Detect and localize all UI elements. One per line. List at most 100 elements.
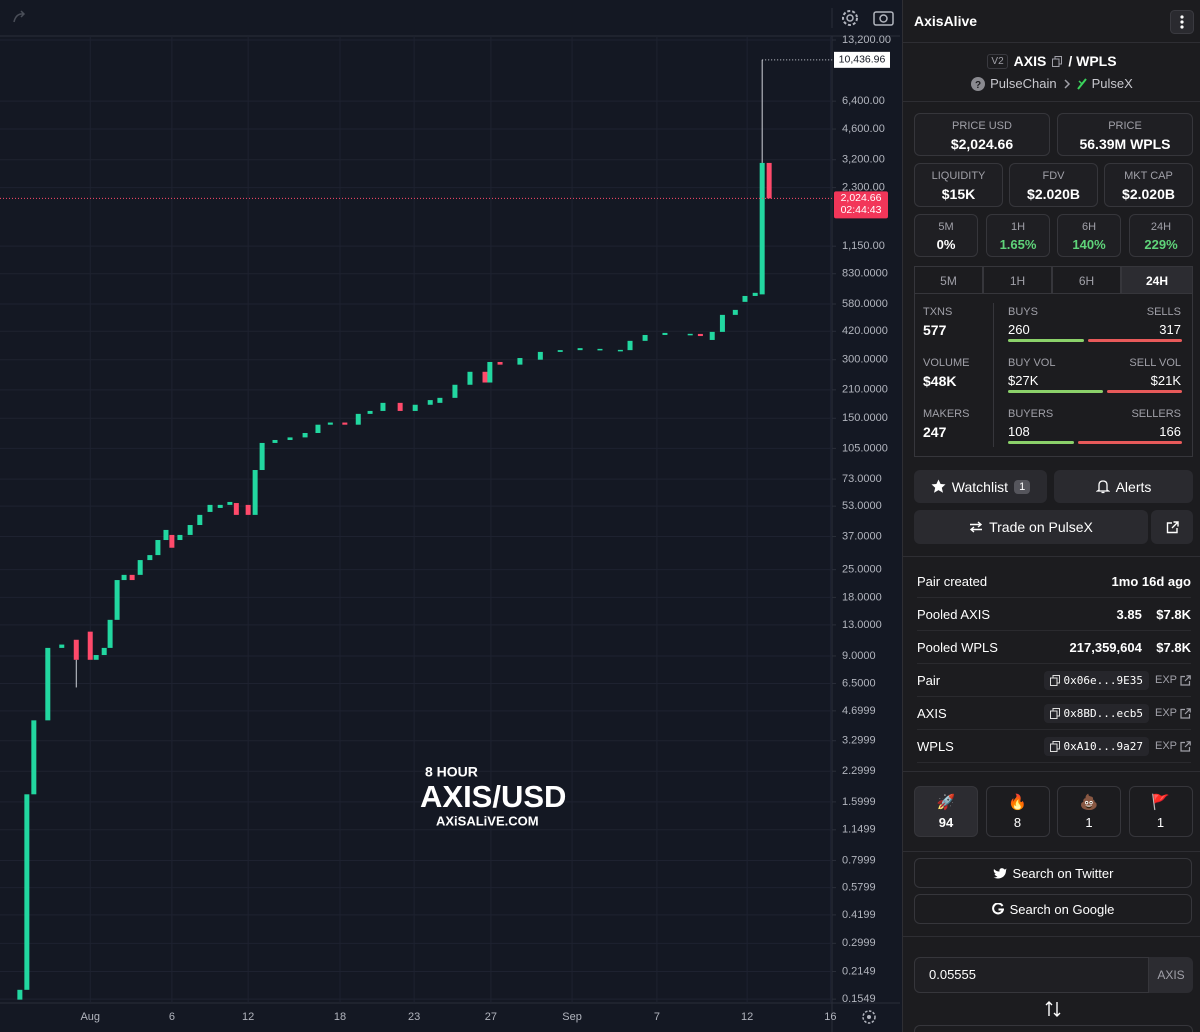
x-tick-label: 6 [169, 1011, 175, 1023]
activity-left-label: BUYERS [1008, 408, 1054, 420]
candle-body [752, 292, 758, 296]
info-label: Pair created [917, 573, 988, 589]
activity-value: 247 [923, 424, 947, 440]
swap-icon [970, 521, 983, 533]
settings-icon[interactable] [842, 10, 858, 26]
address-text: 0xA10...9a27 [1063, 739, 1143, 753]
stat-value: $2.020B [1122, 186, 1175, 202]
alerts-button[interactable]: Alerts [1054, 470, 1193, 503]
activity-left-label: BUYS [1008, 306, 1038, 318]
stat-card: LIQUIDITY $15K [914, 163, 1003, 207]
address-actions: 0xA10...9a27 EXP [1043, 736, 1192, 756]
external-link-button[interactable] [1151, 510, 1193, 544]
reaction-count: 94 [938, 815, 954, 830]
reaction-button[interactable]: 🚩 1 [1128, 786, 1193, 837]
sell-bar [1077, 441, 1182, 444]
trade-button[interactable]: Trade on PulseX [914, 510, 1148, 544]
explorer-link[interactable]: EXP [1154, 707, 1177, 719]
change-card: 5M 0% [914, 214, 978, 257]
copy-icon [1049, 740, 1060, 752]
reaction-button[interactable]: 🚀 94 [914, 786, 978, 837]
timeframe-tab[interactable]: 24H [1121, 266, 1193, 294]
x-tick-label: 7 [654, 1011, 660, 1023]
address-actions: 0x8BD...ecb5 EXP [1043, 703, 1192, 723]
y-tick-label: 2,300.00 [842, 182, 885, 194]
stat-label: MKT CAP [1124, 170, 1173, 182]
address-actions: 0x06e...9E35 EXP [1043, 670, 1192, 690]
y-tick-label: 13.0000 [842, 619, 882, 631]
activity-left-label: BUY VOL [1008, 357, 1056, 369]
candle-body [121, 574, 127, 581]
reaction-count: 8 [1013, 815, 1022, 830]
external-icon [1180, 707, 1191, 719]
camera-icon[interactable] [873, 11, 894, 26]
candle-body [732, 309, 738, 315]
candle-body [233, 503, 239, 515]
google-icon [991, 903, 1004, 915]
copy-icon[interactable] [1052, 55, 1063, 67]
y-tick-label: 6,400.00 [842, 95, 885, 107]
amount-input[interactable]: 0.05555 [914, 957, 1149, 993]
y-tick-label: 1.1499 [842, 824, 876, 836]
y-tick-label: 1.5999 [842, 796, 876, 808]
version-badge: V2 [987, 53, 1008, 69]
external-icon [1180, 740, 1191, 752]
y-tick-label: 0.5799 [842, 882, 876, 894]
timeframe-tab[interactable]: 5M [914, 266, 983, 294]
address-copy[interactable]: 0x06e...9E35 [1043, 670, 1149, 690]
chart-settings-icon[interactable] [862, 1010, 876, 1024]
timeframe-tab[interactable]: 1H [983, 266, 1052, 294]
swap-direction-icon[interactable] [1045, 1000, 1061, 1018]
divider [903, 771, 1200, 772]
grid [0, 36, 832, 1003]
watermark-site: AXiSALiVE.COM [436, 813, 539, 828]
address-copy[interactable]: 0xA10...9a27 [1043, 736, 1149, 756]
copy-icon-front [1049, 710, 1057, 719]
sell-bar [1088, 339, 1182, 342]
external-icon [1166, 520, 1179, 533]
reaction-button[interactable]: 🔥 8 [985, 786, 1050, 837]
watchlist-label: Watchlist [951, 478, 1009, 495]
candle-body [227, 501, 233, 505]
menu-button[interactable] [1170, 10, 1194, 34]
candle-body [259, 442, 265, 471]
activity-value: $48K [923, 373, 957, 389]
address-label: Pair [917, 672, 941, 688]
divider [903, 851, 1200, 852]
watchlist-button[interactable]: Watchlist 1 [914, 470, 1047, 503]
candles [17, 59, 772, 1000]
y-tick-label: 2.2999 [842, 765, 876, 777]
explorer-link[interactable]: EXP [1154, 740, 1177, 752]
candle-body [662, 332, 668, 335]
chain-row: ? PulseChain PulseX [903, 76, 1200, 91]
search-google-button[interactable]: Search on Google [914, 894, 1192, 924]
high-marker-label: 10,436.96 [839, 54, 886, 66]
y-tick-label: 0.1549 [842, 993, 876, 1005]
redo-icon[interactable] [13, 10, 26, 23]
pair-row: V2 AXIS / WPLS [903, 53, 1200, 69]
address-copy[interactable]: 0x8BD...ecb5 [1043, 703, 1149, 723]
x-tick-label: 16 [824, 1011, 836, 1023]
base-token: AXIS [1013, 53, 1047, 69]
dex-name[interactable]: PulseX [1091, 76, 1133, 91]
candle-body [177, 534, 183, 541]
search-twitter-button[interactable]: Search on Twitter [914, 858, 1192, 888]
stat-card: PRICE 56.39M WPLS [1057, 113, 1193, 156]
axis-labels: 13,200.00 6,400.00 4,600.00 3,200.00 2,300.0… [0, 34, 891, 1023]
x-tick-label: Sep [562, 1011, 582, 1023]
chain-name[interactable]: PulseChain [990, 76, 1057, 91]
reaction-icon: 🚩 [1151, 794, 1170, 811]
external-icon-path [1180, 740, 1191, 752]
y-tick-label: 37.0000 [842, 530, 882, 542]
candle-body [627, 340, 633, 351]
explorer-link[interactable]: EXP [1154, 674, 1177, 686]
reaction-icon: 🚀 [936, 794, 956, 811]
change-value: 0% [936, 237, 956, 252]
stat-card: MKT CAP $2.020B [1104, 163, 1193, 207]
change-value: 140% [1072, 237, 1106, 252]
info-label: Pooled AXIS [917, 606, 990, 622]
reaction-button[interactable]: 💩 1 [1057, 786, 1121, 837]
timeframe-tab[interactable]: 6H [1052, 266, 1121, 294]
y-tick-label: 18.0000 [842, 591, 882, 603]
quote-token: / WPLS [1068, 53, 1117, 69]
